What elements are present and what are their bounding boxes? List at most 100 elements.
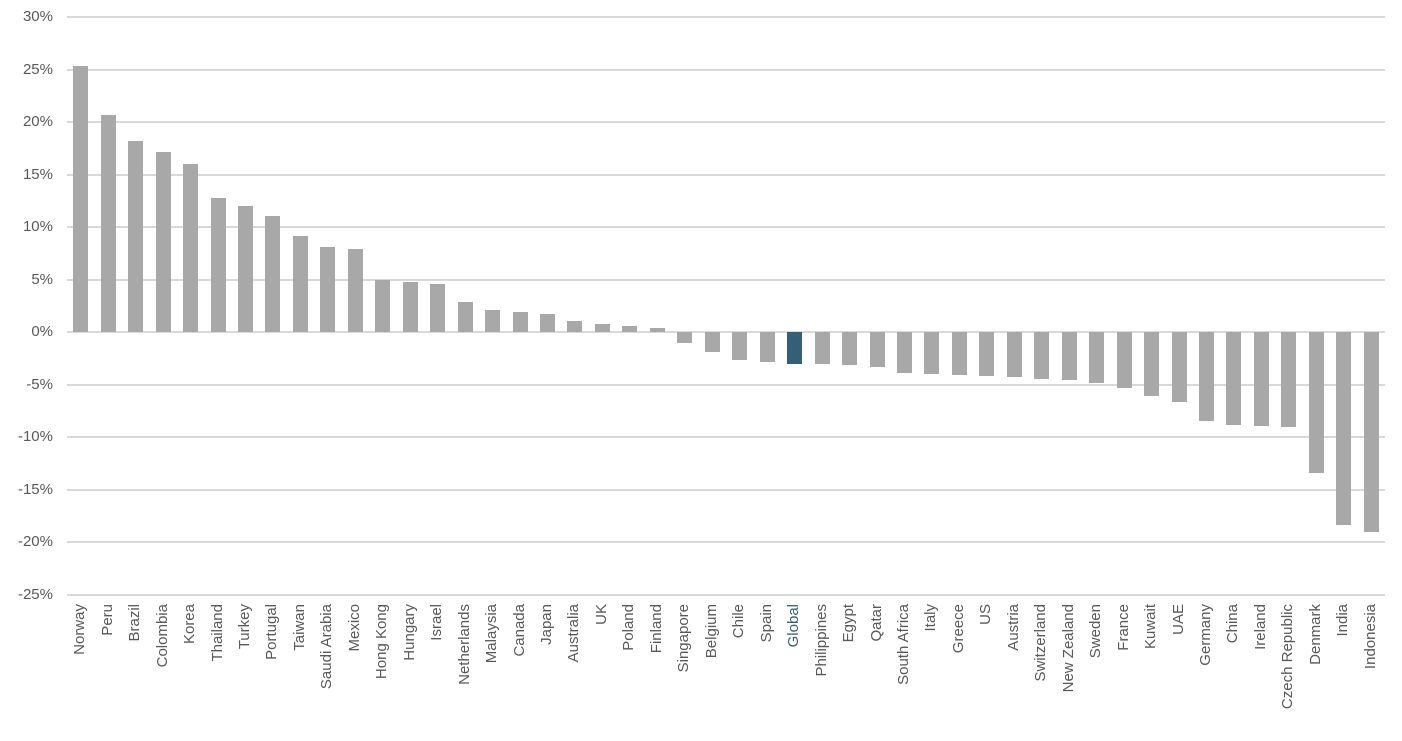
- x-axis-label-malaysia: Malaysia: [483, 604, 501, 664]
- bar-israel: [430, 283, 446, 333]
- bar-australia: [567, 320, 583, 333]
- gridline-0%: [67, 331, 1385, 334]
- bar-taiwan: [292, 235, 308, 333]
- bar-philippines: [814, 332, 830, 364]
- x-axis-label-philippines: Philippines: [812, 604, 830, 677]
- x-axis-label-poland: Poland: [620, 604, 638, 651]
- x-axis-label-australia: Australia: [565, 604, 583, 663]
- x-axis-label-china: China: [1224, 604, 1242, 644]
- gridline--20%: [67, 541, 1385, 544]
- x-axis-label-italy: Italy: [922, 604, 940, 632]
- bar-denmark: [1308, 332, 1324, 474]
- bar-china: [1226, 332, 1242, 425]
- bar-turkey: [237, 206, 253, 333]
- x-axis-label-qatar: Qatar: [867, 604, 885, 642]
- x-axis-label-hungary: Hungary: [400, 604, 418, 661]
- bar-hungary: [402, 281, 418, 333]
- x-axis-label-turkey: Turkey: [235, 604, 253, 650]
- x-axis-label-sweden: Sweden: [1087, 604, 1105, 659]
- bar-colombia: [155, 151, 171, 333]
- gridline--10%: [67, 436, 1385, 439]
- x-axis-label-austria: Austria: [1004, 604, 1022, 651]
- bar-norway: [73, 66, 89, 333]
- bar-netherlands: [457, 301, 473, 333]
- x-axis-label-greece: Greece: [949, 604, 967, 654]
- bar-india: [1336, 332, 1352, 525]
- gridline-15%: [67, 173, 1385, 176]
- x-axis-label-chile: Chile: [730, 604, 748, 639]
- x-axis-label-colombia: Colombia: [153, 604, 171, 668]
- x-axis-label-finland: Finland: [647, 604, 665, 654]
- y-axis-tick-label: 30%: [22, 8, 53, 25]
- y-axis-tick-label: 5%: [31, 270, 53, 288]
- x-axis-label-uae: UAE: [1169, 604, 1187, 635]
- x-axis-label-netherlands: Netherlands: [455, 604, 473, 685]
- x-axis-label-saudi-arabia: Saudi Arabia: [318, 604, 336, 690]
- gridline--25%: [67, 594, 1385, 596]
- x-axis-label-hong-kong: Hong Kong: [373, 604, 391, 680]
- x-axis-label-spain: Spain: [757, 604, 775, 643]
- x-axis-label-israel: Israel: [428, 604, 446, 641]
- bar-mexico: [347, 249, 363, 333]
- bar-egypt: [842, 332, 858, 365]
- bar-czech-republic: [1281, 332, 1297, 427]
- x-axis-label-india: India: [1334, 604, 1352, 637]
- x-axis-label-singapore: Singapore: [675, 604, 693, 673]
- bar-chile: [732, 332, 748, 360]
- bar-korea: [183, 164, 199, 333]
- bar-ireland: [1253, 332, 1269, 426]
- bar-portugal: [265, 215, 281, 333]
- x-axis-label-norway: Norway: [71, 604, 89, 655]
- bar-hong-kong: [375, 279, 391, 333]
- x-axis-label-denmark: Denmark: [1306, 604, 1324, 665]
- gridline-20%: [67, 121, 1385, 124]
- y-axis-tick-label: -15%: [17, 480, 53, 498]
- bar-kuwait: [1144, 332, 1160, 397]
- x-axis-label-portugal: Portugal: [263, 604, 281, 660]
- gridline-30%: [67, 16, 1385, 18]
- x-axis-label-us: US: [977, 604, 995, 625]
- y-axis-tick-label: 25%: [22, 60, 53, 78]
- x-axis-label-switzerland: Switzerland: [1032, 604, 1050, 682]
- bar-singapore: [677, 332, 693, 343]
- bar-uk: [594, 323, 610, 333]
- bar-malaysia: [485, 310, 501, 333]
- bar-brazil: [128, 141, 144, 333]
- bar-italy: [924, 332, 940, 375]
- x-axis-label-thailand: Thailand: [208, 604, 226, 662]
- bar-peru: [100, 114, 116, 333]
- x-axis-label-new-zealand: New Zealand: [1059, 604, 1077, 693]
- bar-japan: [540, 314, 556, 333]
- bar-belgium: [704, 332, 720, 353]
- x-axis-label-taiwan: Taiwan: [290, 604, 308, 651]
- y-axis-tick-label: 20%: [22, 113, 53, 131]
- x-axis-label-germany: Germany: [1197, 604, 1215, 666]
- y-axis-tick-label: -20%: [17, 533, 53, 551]
- y-axis-tick-label: 10%: [22, 218, 53, 236]
- y-axis-tick-label: -10%: [17, 428, 53, 446]
- gridline-25%: [67, 68, 1385, 71]
- y-axis-tick-label: -5%: [26, 375, 53, 393]
- x-axis-label-kuwait: Kuwait: [1142, 604, 1160, 650]
- x-axis-label-belgium: Belgium: [702, 604, 720, 659]
- bar-austria: [1006, 332, 1022, 378]
- x-axis-label-mexico: Mexico: [345, 604, 363, 652]
- gridline-10%: [67, 226, 1385, 229]
- x-axis-label-korea: Korea: [181, 604, 199, 645]
- x-axis-label-ireland: Ireland: [1251, 604, 1269, 650]
- x-axis-label-global: Global: [785, 604, 803, 648]
- bar-uae: [1171, 332, 1187, 402]
- bar-south-africa: [896, 332, 912, 374]
- x-axis-label-france: France: [1114, 604, 1132, 651]
- bar-poland: [622, 325, 638, 333]
- gridline--15%: [67, 488, 1385, 491]
- x-axis-label-brazil: Brazil: [126, 604, 144, 642]
- bar-greece: [951, 332, 967, 376]
- bar-france: [1116, 332, 1132, 388]
- x-axis-label-south-africa: South Africa: [894, 604, 912, 685]
- x-axis-label-czech-republic: Czech Republic: [1279, 604, 1297, 710]
- bar-saudi-arabia: [320, 247, 336, 333]
- y-axis-tick-label: 15%: [22, 165, 53, 183]
- y-axis-tick-label: 0%: [31, 323, 53, 341]
